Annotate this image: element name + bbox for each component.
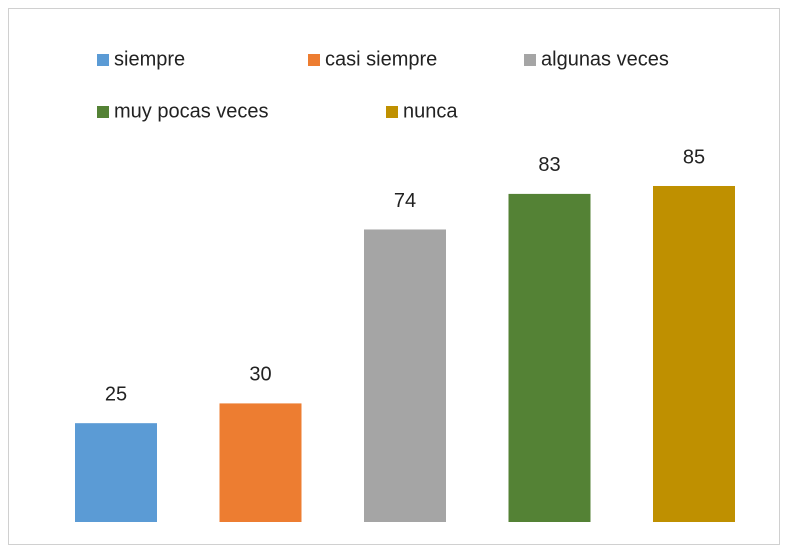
bar xyxy=(653,185,735,522)
legend-label: nunca xyxy=(403,100,458,122)
legend-label: algunas veces xyxy=(541,48,669,70)
data-label: 30 xyxy=(249,364,271,386)
legend-swatch xyxy=(524,54,536,66)
legend-swatch xyxy=(386,106,398,118)
legend-swatch xyxy=(97,106,109,118)
bar xyxy=(75,423,157,522)
legend-swatch xyxy=(97,54,109,66)
bar xyxy=(508,193,591,522)
data-label: 85 xyxy=(683,146,705,168)
data-label: 25 xyxy=(105,383,127,405)
data-label: 74 xyxy=(394,190,416,212)
legend-swatch xyxy=(308,54,320,66)
bar xyxy=(364,229,446,522)
legend-label: casi siempre xyxy=(325,48,437,70)
legend-label: siempre xyxy=(114,48,185,70)
legend-label: muy pocas veces xyxy=(114,100,269,122)
bar xyxy=(219,403,302,522)
data-label: 83 xyxy=(538,154,560,176)
